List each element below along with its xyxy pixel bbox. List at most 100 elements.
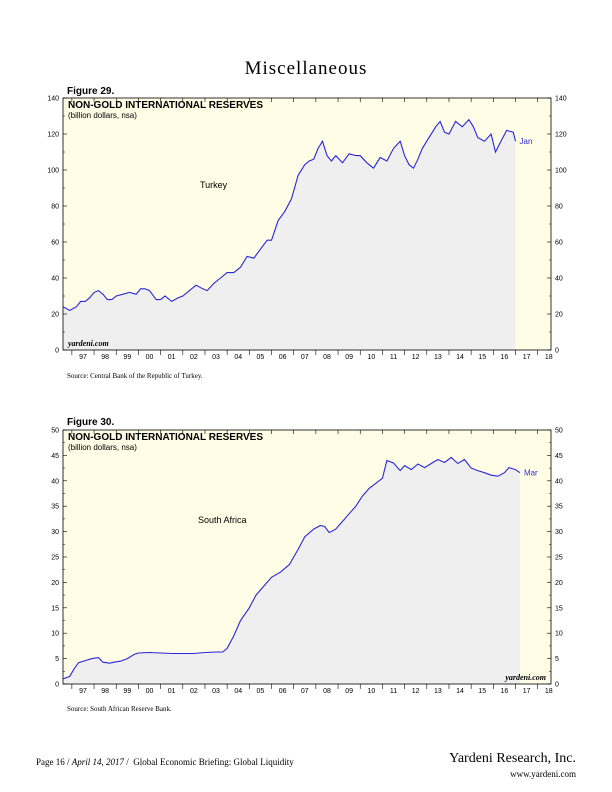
x-tick-label: 10 [367, 688, 375, 695]
x-tick-label: 11 [390, 688, 397, 695]
y-tick-label-left: 80 [51, 204, 59, 211]
x-tick-label: 08 [323, 688, 331, 695]
x-tick-label: 98 [101, 354, 109, 361]
figure-30-label: Figure 30. [67, 417, 115, 428]
x-tick-label: 11 [390, 354, 397, 361]
footer: Page 16 / April 14, 2017 / Global Econom… [36, 757, 294, 767]
x-tick-label: 03 [212, 354, 220, 361]
y-tick-label-left: 60 [51, 240, 59, 247]
end-label: Mar [524, 469, 538, 478]
x-tick-label: 10 [367, 354, 375, 361]
x-tick-label: 05 [257, 354, 265, 361]
x-tick-label: 98 [101, 688, 109, 695]
x-tick-label: 17 [523, 688, 531, 695]
y-tick-label-left: 20 [51, 312, 59, 319]
y-tick-label-left: 35 [51, 504, 59, 511]
y-tick-label-right: 35 [555, 504, 563, 511]
y-tick-label-right: 30 [555, 529, 563, 536]
series-line [62, 456, 521, 680]
chart-title: NON-GOLD INTERNATIONAL RESERVES [68, 432, 263, 443]
watermark: yardeni.com [504, 673, 546, 682]
footer-page: Page 16 [36, 757, 65, 767]
x-tick-label: 14 [456, 688, 464, 695]
x-tick-label: 99 [123, 688, 131, 695]
y-tick-label-left: 40 [51, 276, 59, 283]
chart-title: NON-GOLD INTERNATIONAL RESERVES [68, 100, 263, 111]
area-fill [63, 457, 520, 684]
chart-subtitle: (billion dollars, nsa) [68, 443, 137, 452]
figure-29-label: Figure 29. [67, 86, 115, 97]
y-tick-label-right: 120 [555, 132, 567, 139]
footer-date: April 14, 2017 [71, 757, 125, 767]
x-tick-label: 08 [323, 354, 331, 361]
figure-29-source: Source: Central Bank of the Republic of … [67, 372, 203, 380]
x-tick-label: 09 [345, 688, 353, 695]
y-tick-label-left: 50 [51, 428, 59, 435]
x-tick-label: 12 [412, 354, 420, 361]
x-tick-label: 15 [478, 688, 486, 695]
y-tick-label-left: 0 [55, 682, 59, 689]
x-tick-label: 14 [456, 354, 464, 361]
x-tick-label: 02 [190, 688, 198, 695]
x-tick-label: 06 [279, 688, 287, 695]
y-tick-label-left: 45 [51, 453, 59, 460]
x-tick-label: 97 [79, 688, 87, 695]
x-tick-label: 01 [168, 354, 176, 361]
y-tick-label-right: 140 [555, 96, 567, 103]
x-tick-label: 99 [123, 354, 131, 361]
y-tick-label-left: 140 [47, 96, 59, 103]
y-tick-label-left: 40 [51, 478, 59, 485]
x-tick-label: 05 [257, 688, 265, 695]
y-tick-label-left: 5 [55, 656, 59, 663]
x-tick-label: 04 [234, 688, 242, 695]
y-tick-label-right: 5 [555, 656, 559, 663]
y-tick-label-left: 25 [51, 555, 59, 562]
y-tick-label-right: 25 [555, 555, 563, 562]
x-tick-label: 06 [279, 354, 287, 361]
x-tick-label: 09 [345, 354, 353, 361]
x-tick-label: 04 [234, 354, 242, 361]
x-tick-label: 16 [501, 354, 509, 361]
y-tick-label-right: 20 [555, 312, 563, 319]
x-tick-label: 13 [434, 688, 442, 695]
y-tick-label-right: 60 [555, 240, 563, 247]
x-tick-label: 01 [168, 688, 176, 695]
brand-name: Yardeni Research, Inc. [449, 751, 576, 766]
y-tick-label-left: 30 [51, 529, 59, 536]
x-tick-label: 13 [434, 354, 442, 361]
footer-report: Global Economic Briefing: Global Liquidi… [133, 757, 294, 767]
page-title: Miscellaneous [244, 58, 368, 79]
watermark: yardeni.com [67, 339, 109, 348]
y-tick-label-right: 40 [555, 276, 563, 283]
x-tick-label: 16 [501, 688, 509, 695]
x-tick-label: 00 [146, 688, 154, 695]
y-tick-label-right: 40 [555, 478, 563, 485]
series-line [62, 118, 517, 312]
y-tick-label-right: 50 [555, 428, 563, 435]
x-tick-label: 07 [301, 688, 309, 695]
country-label: South Africa [198, 515, 247, 525]
chart-subtitle: (billion dollars, nsa) [68, 111, 137, 120]
end-label: Jan [520, 137, 533, 146]
x-tick-label: 02 [190, 354, 198, 361]
x-tick-label: 07 [301, 354, 309, 361]
x-tick-label: 18 [545, 354, 553, 361]
x-tick-label: 03 [212, 688, 220, 695]
y-tick-label-left: 15 [51, 605, 59, 612]
y-tick-label-left: 120 [47, 132, 59, 139]
y-tick-label-right: 15 [555, 605, 563, 612]
country-label: Turkey [200, 180, 228, 190]
y-tick-label-left: 100 [47, 168, 59, 175]
y-tick-label-right: 80 [555, 204, 563, 211]
website-link[interactable]: www.yardeni.com [510, 769, 576, 779]
y-tick-label-right: 45 [555, 453, 563, 460]
x-tick-label: 18 [545, 688, 553, 695]
x-tick-label: 17 [523, 354, 531, 361]
y-tick-label-left: 20 [51, 580, 59, 587]
x-tick-label: 00 [146, 354, 154, 361]
y-tick-label-right: 100 [555, 168, 567, 175]
figure-30-source: Source: South African Reserve Bank. [67, 705, 172, 713]
